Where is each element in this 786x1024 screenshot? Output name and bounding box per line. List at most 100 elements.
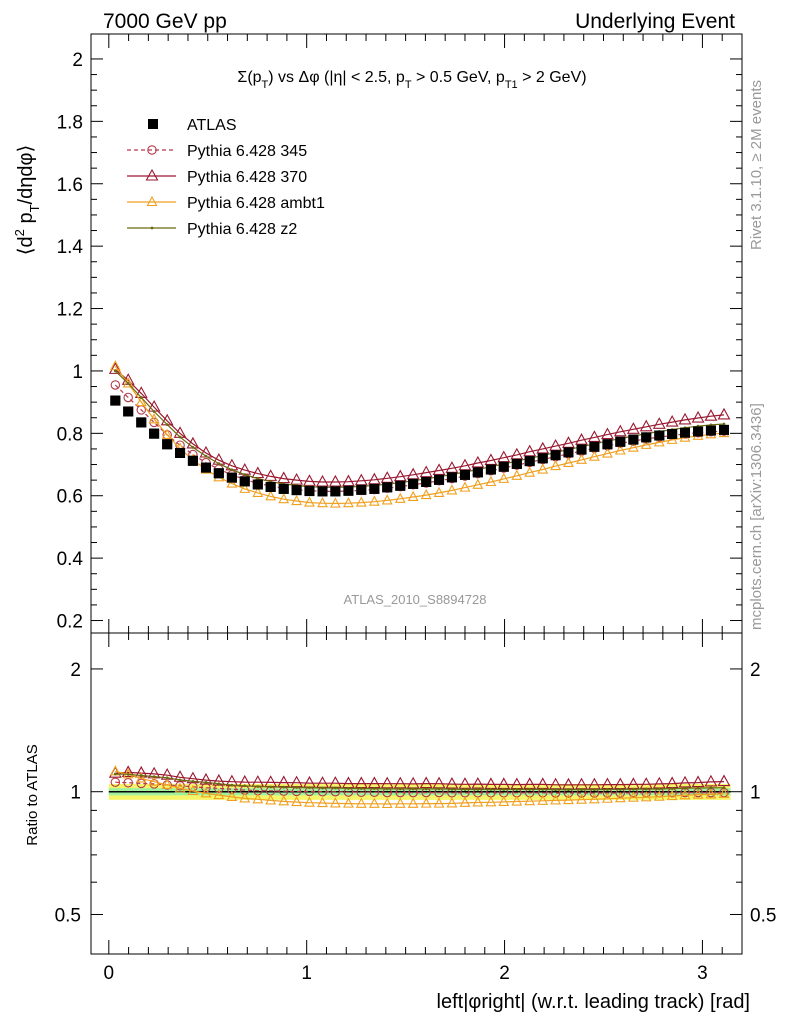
pythia-6-428-ambt1-point	[148, 413, 160, 424]
ratio-axis-ticks: 0.5 0.5 1 1 2 2 0 1 2 3	[55, 633, 776, 984]
pythia-6-428-z2-point	[204, 454, 208, 458]
main-ytick-label: 0.8	[57, 424, 83, 445]
pythia-6-428-ambt1-point	[329, 497, 341, 508]
ratio-pythia-6-428-ambt1-point	[588, 793, 600, 804]
ratio-pythia-6-428-ambt1-point	[563, 793, 574, 805]
pythia-6-428-370-point	[575, 433, 588, 445]
ratio-pythia-6-428-ambt1-point	[679, 789, 691, 800]
ratio-pythia-6-428-345-point	[110, 777, 121, 787]
ratio-pythia-6-428-z2-point	[489, 788, 493, 791]
rivet-version-label: Rivet 3.1.10, ≥ 2M events	[748, 80, 765, 250]
ratio-pythia-6-428-z2-point	[437, 787, 441, 791]
ratio-uncertainty-bands	[108, 783, 731, 800]
pythia-6-428-370-point	[497, 450, 511, 463]
ratio-pythia-6-428-ambt1-point	[278, 795, 290, 806]
main-plot-title: Σ(pT) vs Δφ (|η| < 2.5, pT > 0.5 GeV, pT…	[237, 69, 586, 91]
ratio-pythia-6-428-ambt1-point	[304, 796, 315, 807]
pythia-6-428-370-point	[549, 438, 563, 451]
ratio-pythia-6-428-z2-point	[463, 788, 467, 791]
ratio-pythia-6-428-ambt1-point	[718, 787, 730, 798]
ratio-pythia-6-428-z2-point	[359, 787, 363, 790]
legend-entry-pythia-6-428-370: Pythia 6.428 370	[127, 168, 307, 186]
atlas-data-point	[446, 472, 457, 483]
main-ytick-label: 0.2	[57, 612, 83, 633]
pythia-6-428-370-point	[445, 461, 459, 473]
main-ytick-label: 1.4	[57, 237, 84, 258]
pythia-6-428-ambt1-point	[368, 495, 380, 506]
ratio-pythia-6-428-370-point	[704, 774, 718, 787]
ratio-pythia-6-428-z2-point	[580, 788, 583, 791]
ratio-pythia-6-428-z2-point	[398, 787, 402, 791]
pythia-6-428-ambt1-point	[472, 478, 484, 489]
atlas-data-point	[382, 482, 393, 493]
ratio-pythia-6-428-z2-point	[269, 785, 273, 789]
pythia-6-428-z2-point	[256, 477, 260, 480]
ratio-pythia-6-428-ambt1-point	[498, 795, 510, 806]
atlas-data-point	[641, 432, 652, 443]
xtick-label: 3	[697, 963, 708, 984]
atlas-data-point	[705, 425, 716, 436]
pythia-6-428-z2-point	[165, 423, 169, 426]
pythia-6-428-ambt1-point	[459, 481, 471, 492]
ratio-pythia-6-428-z2-point	[709, 786, 713, 790]
atlas-data-point	[330, 486, 341, 497]
pythia-6-428-370-point	[562, 436, 575, 448]
atlas-data-point	[667, 428, 678, 439]
ratio-pythia-6-428-z2-point	[683, 786, 687, 790]
pythia-6-428-370-point	[613, 424, 627, 437]
atlas-data-point	[472, 467, 483, 478]
pythia-6-428-ambt1-point	[420, 488, 432, 500]
ratio-pythia-6-428-z2-point	[606, 788, 609, 791]
pythia-6-428-370-point	[626, 422, 640, 434]
atlas-data-point	[550, 450, 561, 461]
ratio-pythia-6-428-ambt1-point	[614, 792, 626, 803]
atlas-data-point	[395, 480, 406, 491]
pythia-6-428-370-point	[717, 407, 731, 420]
ratio-pythia-6-428-z2-point	[502, 788, 506, 791]
ratio-pythia-6-428-z2-point	[191, 779, 195, 783]
ratio-pythia-6-428-z2-point	[347, 786, 350, 790]
ratio-ytick-label-right: 0.5	[750, 905, 776, 926]
ratio-pythia-6-428-370-line	[115, 771, 725, 786]
ratio-pythia-6-428-ambt1-point	[252, 793, 264, 804]
atlas-data-point	[252, 479, 263, 490]
atlas-data-point	[485, 464, 496, 475]
ratio-pythia-6-428-ambt1-point	[226, 790, 238, 801]
pythia-6-428-ambt1-point	[511, 469, 523, 480]
atlas-data-point	[537, 453, 548, 464]
ratio-pythia-6-428-z2-point	[515, 788, 519, 791]
ratio-pythia-6-428-370-point	[199, 772, 213, 785]
ratio-pythia-6-428-z2-point	[204, 780, 208, 784]
ratio-pythia-6-428-z2-point	[670, 787, 674, 790]
ratio-pythia-6-428-370-point	[121, 765, 135, 777]
watermark: ATLAS_2010_S8894728	[344, 592, 487, 607]
atlas-data-point	[136, 417, 147, 428]
series-atlas	[110, 395, 729, 497]
atlas-data-point	[434, 474, 445, 485]
ratio-ytick-label: 2	[70, 660, 81, 681]
pythia-6-428-370-point	[406, 467, 420, 480]
pythia-6-428-ambt1-point	[239, 482, 251, 493]
atlas-data-point	[162, 439, 173, 450]
main-ylabel: ⟨d2 pT/dηdφ⟩	[12, 145, 42, 256]
pythia-6-428-370-point	[601, 427, 614, 440]
ratio-pythia-6-428-ambt1-point	[485, 796, 497, 807]
pythia-6-428-370-point	[380, 471, 394, 483]
ratio-pythia-6-428-ambt1-point	[213, 788, 225, 800]
ratio-pythia-6-428-ambt1-point	[317, 796, 328, 808]
pythia-6-428-ambt1-point	[433, 486, 445, 497]
pythia-6-428-370-point	[393, 469, 407, 482]
pythia-6-428-370-point	[639, 419, 653, 432]
ratio-pythia-6-428-z2-point	[321, 786, 324, 790]
main-ytick-label: 1.6	[57, 175, 83, 196]
ratio-pythia-6-428-z2-point	[256, 785, 260, 788]
ratio-pythia-6-428-ambt1-point	[640, 791, 652, 802]
ratio-pythia-6-428-ambt1-point	[368, 797, 380, 808]
ratio-pythia-6-428-z2-point	[282, 785, 286, 789]
series-pythia-6-428-ambt1	[109, 360, 730, 508]
pythia-6-428-370-point	[523, 444, 537, 457]
ratio-pythia-6-428-345-point	[136, 778, 147, 789]
main-ytick-label: 1.2	[57, 300, 83, 321]
ratio-pythia-6-428-z2-line	[115, 773, 725, 791]
atlas-data-point	[200, 462, 211, 473]
